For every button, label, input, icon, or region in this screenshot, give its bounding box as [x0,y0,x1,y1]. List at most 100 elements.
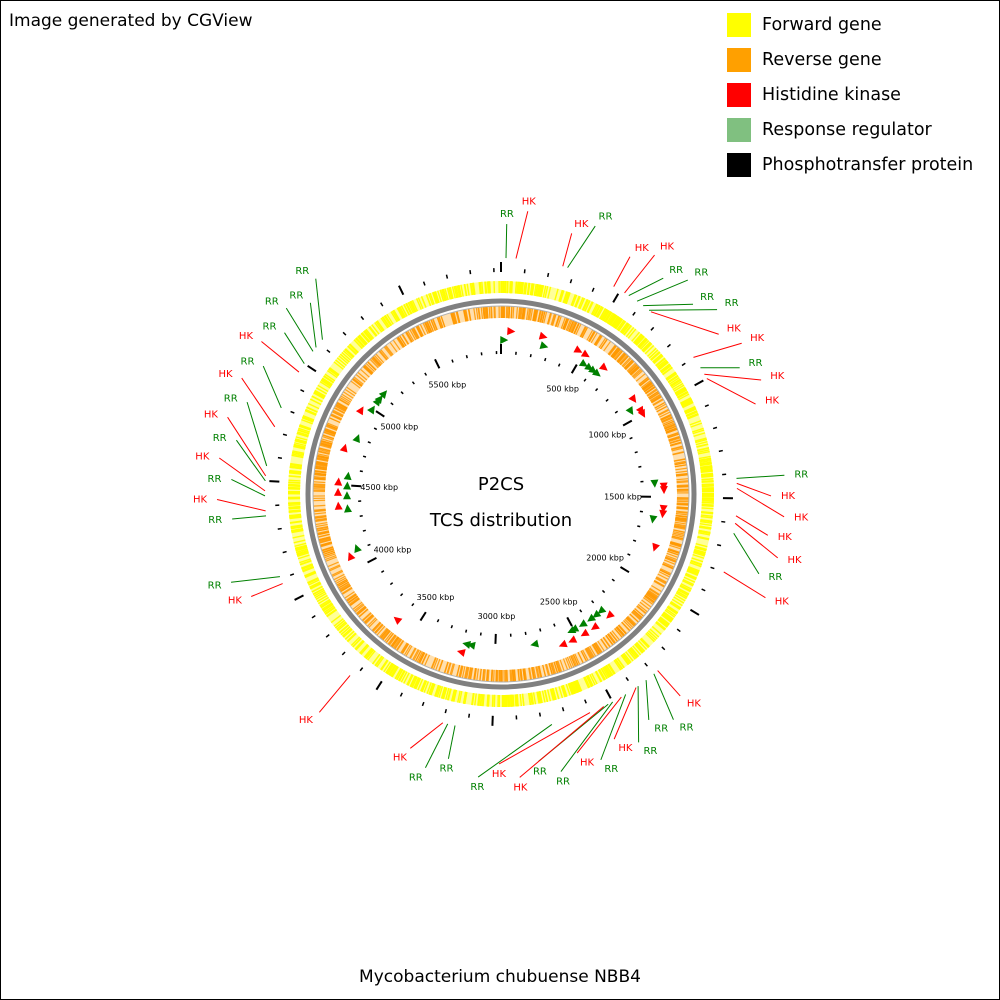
reverse-gene-mark [625,617,635,627]
forward-gene-mark [630,646,640,657]
scale-tick-label: 1000 kbp [589,430,627,439]
reverse-gene-mark [484,306,487,319]
reverse-gene-mark [341,586,353,595]
forward-gene-mark [290,462,303,466]
forward-gene-mark [637,640,648,650]
reverse-gene-mark [374,623,384,634]
reverse-gene-mark [318,448,331,453]
reverse-gene-mark [335,577,347,585]
reverse-gene-mark [676,480,689,483]
forward-gene-mark [608,314,617,325]
forward-gene-mark [655,621,667,630]
forward-gene-mark [388,664,396,676]
rr-callout-label: RR [289,291,303,302]
rr-callout-label: RR [669,265,683,276]
reverse-gene-mark [326,423,338,430]
reverse-gene-mark [660,568,672,575]
reverse-gene-mark [528,667,532,680]
forward-gene-mark [697,447,710,452]
forward-gene-mark [382,316,390,328]
forward-gene-mark [574,680,581,693]
outer-minor-tick [718,449,723,453]
forward-gene-mark [515,694,519,707]
reverse-gene-mark [630,366,640,376]
legend-label: Response regulator [762,119,932,140]
forward-gene-mark [435,685,441,697]
callout-line [409,722,444,749]
reverse-gene-mark [461,666,466,679]
reverse-gene-mark [582,649,589,661]
reverse-gene-mark [674,521,687,525]
forward-gene-mark [374,655,383,667]
forward-gene-mark [538,691,543,704]
forward-gene-mark [478,693,481,706]
forward-gene-mark [460,284,464,297]
reverse-gene-mark [447,662,452,675]
forward-gene-mark [298,425,311,431]
forward-gene-mark [397,307,405,319]
outer-minor-tick [326,349,331,354]
reverse-gene-mark [376,625,386,636]
reverse-gene-mark [316,528,329,532]
forward-gene-mark [647,630,658,640]
reverse-gene-mark [392,637,401,649]
forward-gene-mark [542,285,547,298]
forward-gene-mark [451,286,456,299]
rr-callout-label: RR [643,746,657,757]
reverse-gene-mark [629,613,639,623]
reverse-gene-mark [586,647,594,659]
callout-line [723,571,766,599]
forward-gene-mark [405,302,413,315]
reverse-gene-mark [571,654,578,667]
reverse-gene-mark [313,483,326,486]
reverse-gene-mark [577,652,584,664]
callout-line [653,673,674,720]
forward-gene-mark [410,675,417,688]
reverse-gene-mark [638,376,649,386]
forward-gene-mark [622,653,631,665]
scale-minor-tick [637,525,641,528]
reverse-gene-mark [647,389,658,397]
reverse-gene-mark [314,470,327,473]
reverse-gene-mark [522,307,526,320]
reverse-gene-mark [636,605,647,614]
forward-gene-mark [665,608,677,617]
forward-gene-mark [474,693,477,706]
forward-gene-mark [634,643,644,653]
forward-gene-mark [317,384,329,393]
reverse-gene-mark [359,368,370,378]
callout-line [236,439,266,482]
reverse-gene-mark [675,467,688,471]
forward-gene-mark [400,671,408,683]
hk-callout-label: HK [193,495,208,506]
reverse-gene-mark [371,621,381,632]
scale-minor-tick [611,578,615,582]
forward-gene-mark [430,683,436,696]
reverse-gene-mark [341,587,353,596]
forward-gene-mark [415,298,422,310]
forward-gene-mark [289,516,302,520]
reverse-gene-mark [667,550,679,556]
reverse-gene-mark [619,355,629,366]
forward-gene-mark [415,677,422,690]
legend-label: Histidine kinase [762,84,901,105]
reverse-gene-mark [325,425,338,432]
reverse-gene-mark [485,306,488,319]
forward-gene-mark [302,566,315,573]
response-regulator-marker [650,479,659,488]
forward-gene-mark [567,683,573,695]
forward-gene-mark [650,351,661,361]
forward-gene-mark [413,677,420,689]
reverse-gene-mark [627,615,637,626]
forward-gene-mark [664,609,676,618]
forward-gene-mark [637,338,648,348]
forward-gene-mark [290,524,303,528]
reverse-gene-mark [384,345,393,356]
reverse-gene-mark [315,464,328,468]
reverse-gene-mark [675,517,688,521]
reverse-gene-mark [319,442,332,447]
reverse-gene-mark [555,315,561,328]
forward-gene-mark [560,685,566,698]
forward-gene-mark [289,465,302,469]
reverse-gene-mark [614,350,624,361]
